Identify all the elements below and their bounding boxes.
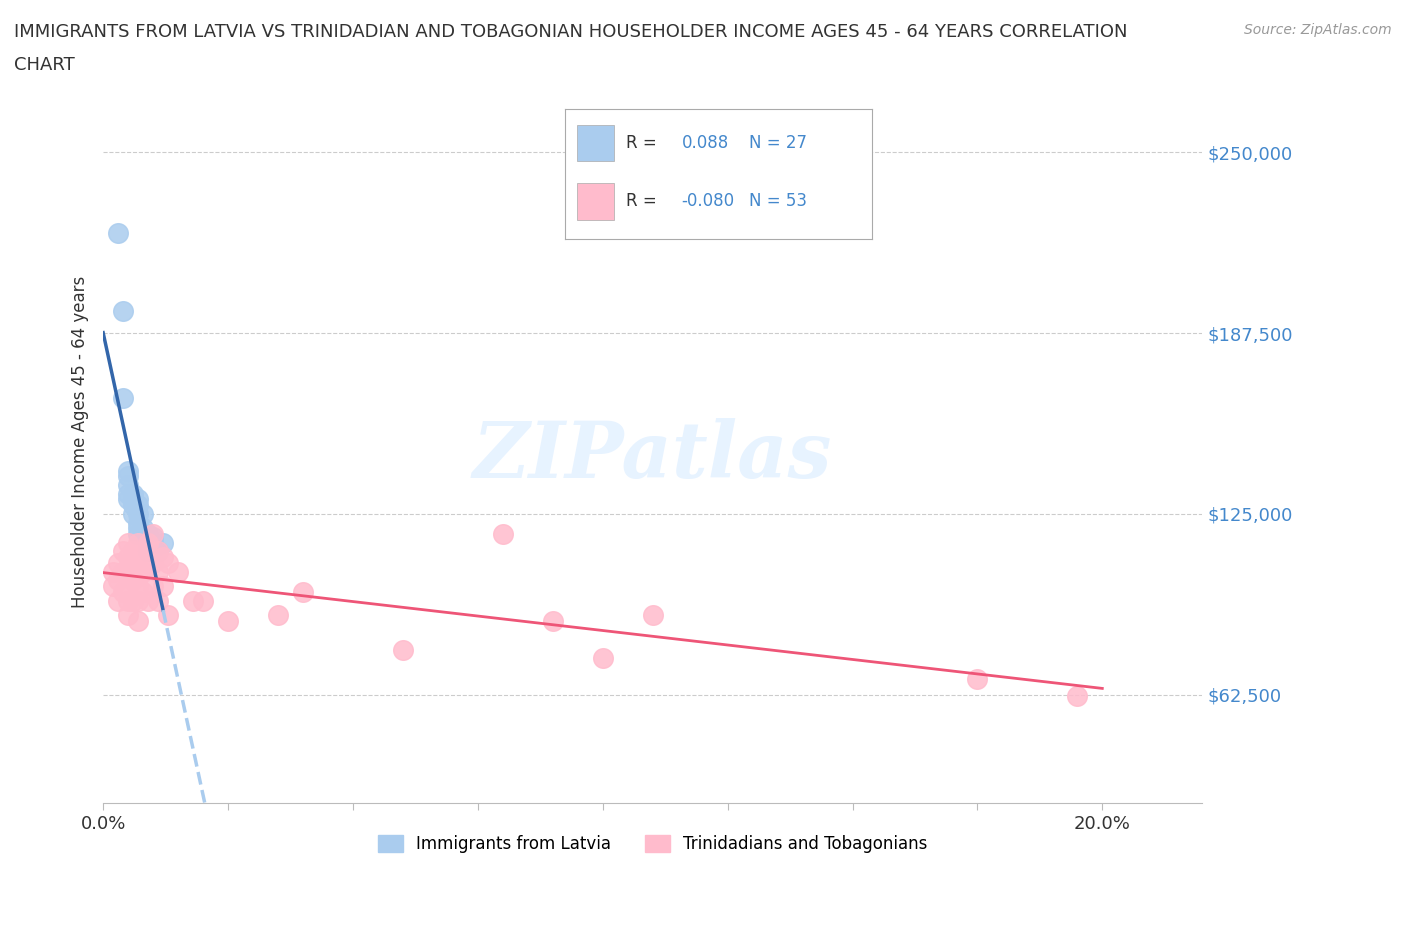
- Point: [152, 578, 174, 593]
- Point: [112, 304, 135, 319]
- Point: [101, 578, 124, 593]
- Text: IMMIGRANTS FROM LATVIA VS TRINIDADIAN AND TOBAGONIAN HOUSEHOLDER INCOME AGES 45 : IMMIGRANTS FROM LATVIA VS TRINIDADIAN AN…: [14, 23, 1128, 41]
- Point: [167, 565, 190, 579]
- Point: [157, 555, 180, 570]
- Point: [142, 578, 165, 593]
- Point: [152, 536, 174, 551]
- Point: [117, 486, 139, 501]
- Point: [117, 565, 139, 579]
- Point: [107, 226, 129, 241]
- Point: [267, 607, 290, 622]
- Point: [592, 651, 614, 666]
- Point: [146, 544, 169, 559]
- Point: [641, 607, 664, 622]
- Y-axis label: Householder Income Ages 45 - 64 years: Householder Income Ages 45 - 64 years: [72, 275, 89, 607]
- Point: [392, 643, 415, 658]
- Point: [117, 550, 139, 565]
- Point: [136, 536, 159, 551]
- Point: [112, 585, 135, 600]
- Point: [117, 463, 139, 478]
- Point: [117, 593, 139, 608]
- Point: [112, 391, 135, 405]
- Point: [132, 521, 155, 536]
- Point: [136, 536, 159, 551]
- Point: [127, 515, 149, 530]
- Point: [291, 585, 314, 600]
- Point: [107, 593, 129, 608]
- Point: [117, 477, 139, 492]
- Point: [152, 550, 174, 565]
- Point: [136, 555, 159, 570]
- Point: [127, 521, 149, 536]
- Point: [112, 565, 135, 579]
- Point: [127, 565, 149, 579]
- Point: [136, 593, 159, 608]
- Point: [181, 593, 204, 608]
- Point: [127, 578, 149, 593]
- Point: [117, 469, 139, 484]
- Text: CHART: CHART: [14, 56, 75, 73]
- Point: [107, 555, 129, 570]
- Point: [142, 536, 165, 551]
- Point: [117, 578, 139, 593]
- Point: [107, 573, 129, 588]
- Point: [966, 671, 988, 686]
- Text: Source: ZipAtlas.com: Source: ZipAtlas.com: [1244, 23, 1392, 37]
- Point: [492, 526, 515, 541]
- Point: [122, 492, 145, 507]
- Point: [127, 507, 149, 522]
- Point: [122, 486, 145, 501]
- Point: [122, 498, 145, 512]
- Legend: Immigrants from Latvia, Trinidadians and Tobagonians: Immigrants from Latvia, Trinidadians and…: [371, 829, 934, 860]
- Point: [122, 544, 145, 559]
- Point: [142, 526, 165, 541]
- Point: [132, 565, 155, 579]
- Text: ZIPatlas: ZIPatlas: [472, 418, 832, 495]
- Point: [122, 573, 145, 588]
- Point: [127, 536, 149, 551]
- Point: [541, 614, 564, 629]
- Point: [136, 544, 159, 559]
- Point: [122, 593, 145, 608]
- Point: [122, 507, 145, 522]
- Point: [142, 555, 165, 570]
- Point: [146, 565, 169, 579]
- Point: [191, 593, 214, 608]
- Point: [217, 614, 239, 629]
- Point: [146, 544, 169, 559]
- Point: [112, 544, 135, 559]
- Point: [136, 526, 159, 541]
- Point: [127, 550, 149, 565]
- Point: [132, 507, 155, 522]
- Point: [127, 498, 149, 512]
- Point: [122, 555, 145, 570]
- Point: [157, 607, 180, 622]
- Point: [117, 536, 139, 551]
- Point: [132, 544, 155, 559]
- Point: [101, 565, 124, 579]
- Point: [127, 614, 149, 629]
- Point: [1066, 688, 1088, 703]
- Point: [117, 607, 139, 622]
- Point: [127, 526, 149, 541]
- Point: [117, 492, 139, 507]
- Point: [146, 593, 169, 608]
- Point: [142, 529, 165, 544]
- Point: [127, 593, 149, 608]
- Point: [132, 585, 155, 600]
- Point: [127, 492, 149, 507]
